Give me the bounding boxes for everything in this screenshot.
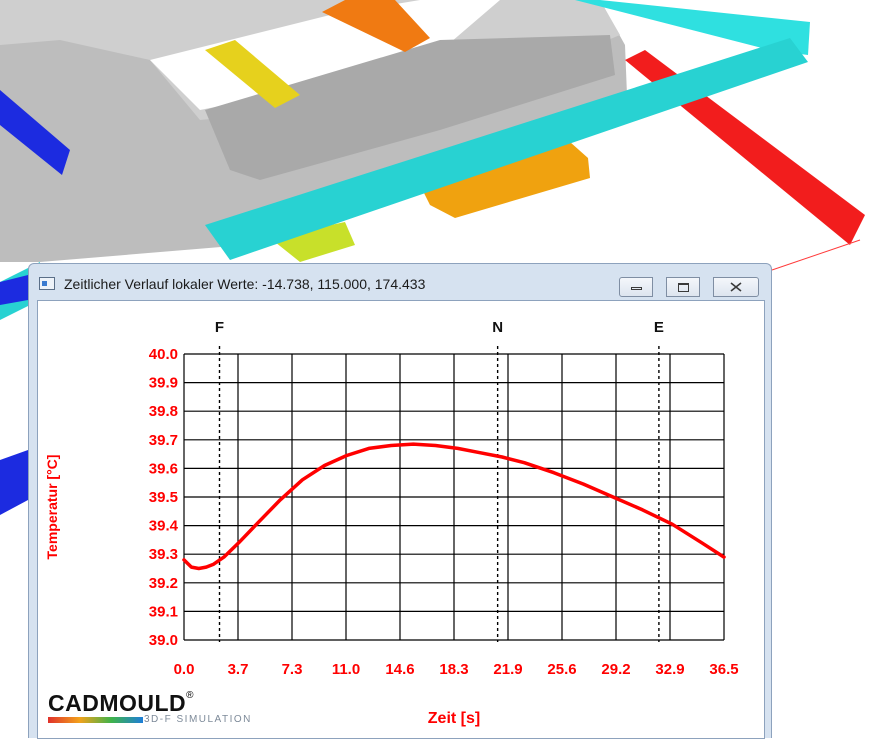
window-app-icon — [39, 277, 55, 290]
y-tick-label: 40.0 — [149, 346, 178, 363]
minimize-button[interactable] — [619, 277, 653, 297]
x-tick-label: 29.2 — [601, 661, 630, 678]
logo-wordmark: CADMOULD — [48, 690, 187, 716]
logo-color-bar — [48, 717, 143, 723]
x-tick-label: 0.0 — [174, 661, 195, 678]
probe-line — [771, 239, 861, 271]
x-tick-label: 32.9 — [655, 661, 684, 678]
maximize-button[interactable] — [666, 277, 700, 297]
x-tick-label: 7.3 — [282, 661, 303, 678]
x-tick-label: 3.7 — [228, 661, 249, 678]
cooling-channel-yellow-low — [270, 222, 355, 262]
y-tick-label: 39.6 — [149, 460, 178, 477]
temperature-curve — [182, 442, 726, 571]
x-tick-label: 36.5 — [709, 661, 738, 678]
cooling-channel-cyan-diag — [205, 38, 808, 260]
marker-label: F — [215, 319, 224, 336]
cooling-channel-orange — [322, 0, 430, 52]
y-tick-label: 39.1 — [149, 603, 178, 620]
molded-part-rail — [205, 35, 615, 180]
y-tick-label: 39.5 — [149, 489, 178, 506]
y-tick-label: 39.2 — [149, 575, 178, 592]
cooling-channel-yellow — [205, 40, 300, 108]
x-tick-label: 18.3 — [439, 661, 468, 678]
title-bar[interactable]: Zeitlicher Verlauf lokaler Werte: -14.73… — [29, 264, 771, 300]
window-title: Zeitlicher Verlauf lokaler Werte: -14.73… — [64, 276, 426, 292]
logo-subtitle: 3D-F SIMULATION — [144, 714, 252, 725]
x-tick-label: 11.0 — [332, 661, 360, 678]
cadmould-logo: CADMOULD® 3D-F SIMULATION — [48, 690, 250, 725]
y-tick-label: 39.4 — [149, 518, 179, 535]
marker-label: N — [492, 319, 503, 336]
cooling-channel-orange-low — [415, 142, 590, 218]
y-axis-label: Temperatur [°C] — [44, 455, 60, 560]
logo-registered-mark: ® — [186, 690, 194, 701]
x-tick-label: 25.6 — [547, 661, 576, 678]
close-icon — [730, 282, 742, 292]
x-tick-label: 14.6 — [385, 661, 414, 678]
cooling-channel-blue-mid — [0, 275, 28, 305]
y-tick-label: 39.3 — [149, 546, 178, 563]
cooling-channel-blue-low — [0, 450, 28, 515]
x-axis-label: Zeit [s] — [428, 710, 480, 727]
x-tick-label: 21.9 — [493, 661, 522, 678]
chart-area: 0.0 3.7 7.3 11.0 14.6 18.3 21.9 25.6 29.2 32.9 36.… — [37, 300, 765, 739]
cooling-channel-cyan-top — [575, 0, 810, 55]
temperature-chart: 0.0 3.7 7.3 11.0 14.6 18.3 21.9 25.6 29.2 32.9 36.… — [44, 319, 739, 727]
marker-label: E — [654, 319, 664, 336]
time-history-window[interactable]: Zeitlicher Verlauf lokaler Werte: -14.73… — [28, 263, 772, 739]
y-tick-label: 39.7 — [149, 432, 178, 449]
cooling-channel-blue — [0, 90, 70, 175]
y-tick-label: 39.0 — [149, 632, 178, 649]
close-button[interactable] — [713, 277, 759, 297]
y-tick-label: 39.8 — [149, 403, 178, 420]
y-tick-label: 39.9 — [149, 375, 178, 392]
